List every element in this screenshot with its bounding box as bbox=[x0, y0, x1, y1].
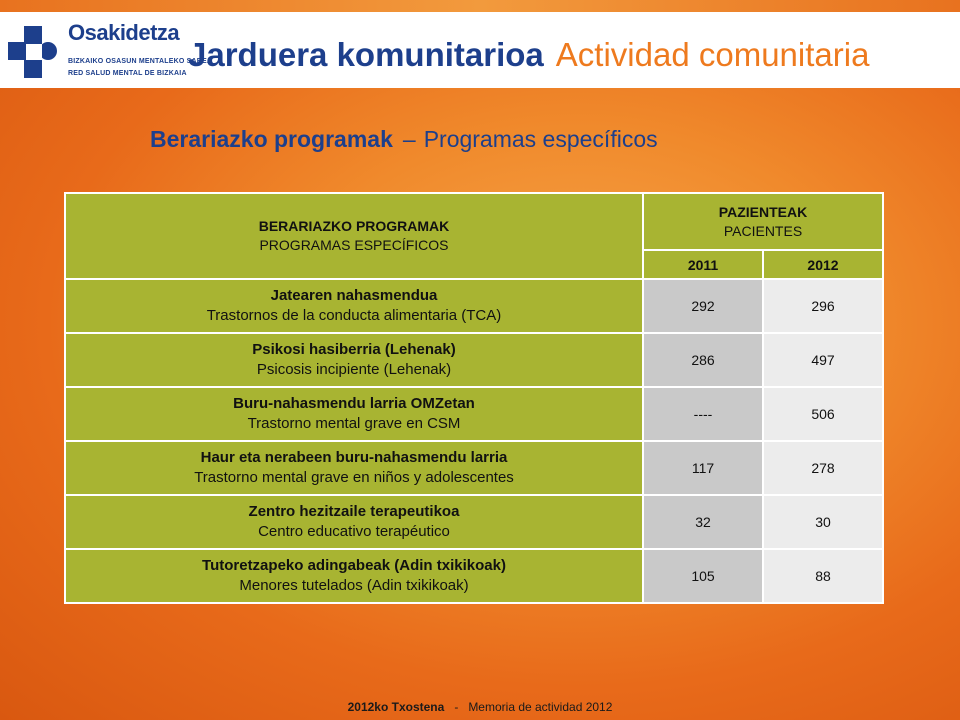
osakidetza-cross-icon bbox=[8, 26, 57, 78]
table-row: Zentro hezitzaile terapeutikoa Centro ed… bbox=[64, 494, 885, 550]
program-name: Zentro hezitzaile terapeutikoa Centro ed… bbox=[64, 494, 644, 550]
footer-separator: - bbox=[454, 700, 459, 714]
value-2011: 286 bbox=[642, 332, 764, 388]
program-name-eu: Psikosi hasiberria (Lehenak) bbox=[252, 341, 456, 358]
value-2012: 88 bbox=[761, 548, 885, 604]
footer-report-es: Memoria de actividad 2012 bbox=[468, 700, 613, 714]
value-2011: 105 bbox=[642, 548, 764, 604]
program-name-es: Trastorno mental grave en CSM bbox=[247, 415, 461, 432]
program-name: Psikosi hasiberria (Lehenak) Psicosis in… bbox=[64, 332, 644, 388]
value-2011: 292 bbox=[642, 278, 764, 334]
subtitle-es: Programas específicos bbox=[423, 126, 658, 152]
header-programs: BERARIAZKO PROGRAMAK PROGRAMAS ESPECÍFIC… bbox=[64, 192, 644, 280]
table-row: Haur eta nerabeen buru-nahasmendu larria… bbox=[64, 440, 885, 496]
table-row: Jatearen nahasmendua Trastornos de la co… bbox=[64, 278, 885, 334]
osakidetza-logo: Osakidetza Bizkaiko Osasun Mentaleko Sar… bbox=[6, 18, 212, 86]
header: Osakidetza Bizkaiko Osasun Mentaleko Sar… bbox=[0, 12, 960, 88]
program-name: Haur eta nerabeen buru-nahasmendu larria… bbox=[64, 440, 644, 496]
logo-subtitle-es: Red Salud Mental de Bizkaia bbox=[68, 70, 187, 77]
program-name-eu: Jatearen nahasmendua bbox=[270, 287, 438, 304]
header-programs-eu: BERARIAZKO PROGRAMAK bbox=[258, 218, 450, 234]
value-2012: 506 bbox=[761, 386, 885, 442]
section-subtitle: Berariazko programak – Programas específic… bbox=[150, 126, 658, 153]
footer: 2012ko Txostena - Memoria de actividad 201… bbox=[0, 700, 960, 714]
program-name-eu: Zentro hezitzaile terapeutikoa bbox=[248, 503, 460, 520]
value-2012: 278 bbox=[761, 440, 885, 496]
program-name-es: Centro educativo terapéutico bbox=[258, 523, 450, 540]
footer-report-eu: 2012ko Txostena bbox=[347, 700, 445, 714]
subtitle-eu: Berariazko programak bbox=[150, 126, 393, 152]
program-name-es: Menores tutelados (Adin txikikoak) bbox=[239, 577, 469, 594]
top-band bbox=[0, 0, 960, 12]
program-name: Jatearen nahasmendua Trastornos de la co… bbox=[64, 278, 644, 334]
table-row: Psikosi hasiberria (Lehenak) Psicosis in… bbox=[64, 332, 885, 388]
header-programs-es: PROGRAMAS ESPECÍFICOS bbox=[259, 237, 449, 253]
program-name: Buru-nahasmendu larria OMZetan Trastorno… bbox=[64, 386, 644, 442]
program-name-es: Trastorno mental grave en niños y adoles… bbox=[194, 469, 514, 486]
table-row: Tutoretzapeko adingabeak (Adin txikikoak… bbox=[64, 548, 885, 604]
page-title-es: Actividad comunitaria bbox=[555, 36, 870, 73]
logo-subtitle-eu: Bizkaiko Osasun Mentaleko Sarea bbox=[68, 58, 213, 65]
table-row: Buru-nahasmendu larria OMZetan Trastorno… bbox=[64, 386, 885, 442]
page-title-eu: Jarduera komunitarioa bbox=[188, 36, 544, 73]
program-name-eu: Haur eta nerabeen buru-nahasmendu larria bbox=[200, 449, 508, 466]
value-2012: 30 bbox=[761, 494, 885, 550]
value-2012: 296 bbox=[761, 278, 885, 334]
subtitle-separator: – bbox=[402, 126, 416, 152]
program-name-es: Psicosis incipiente (Lehenak) bbox=[256, 361, 452, 378]
programs-table: BERARIAZKO PROGRAMAK PROGRAMAS ESPECÍFIC… bbox=[64, 192, 885, 604]
program-name-eu: Buru-nahasmendu larria OMZetan bbox=[233, 395, 475, 412]
page-title: Jarduera komunitarioa Actividad comunitar… bbox=[188, 36, 869, 74]
header-patients: PAZIENTEAK PACIENTES bbox=[641, 192, 885, 251]
value-2011: 117 bbox=[642, 440, 764, 496]
header-patients-es: PACIENTES bbox=[723, 222, 803, 239]
logo-name: Osakidetza bbox=[68, 20, 180, 45]
year-2011-header: 2011 bbox=[642, 249, 764, 280]
program-name-eu: Tutoretzapeko adingabeak (Adin txikikoak… bbox=[202, 557, 506, 574]
value-2011: 32 bbox=[642, 494, 764, 550]
year-2012-header: 2012 bbox=[761, 249, 885, 280]
header-patients-eu: PAZIENTEAK bbox=[718, 203, 808, 220]
program-name-es: Trastornos de la conducta alimentaria (T… bbox=[206, 307, 502, 324]
value-2011: ---- bbox=[642, 386, 764, 442]
value-2012: 497 bbox=[761, 332, 885, 388]
program-name: Tutoretzapeko adingabeak (Adin txikikoak… bbox=[64, 548, 644, 604]
